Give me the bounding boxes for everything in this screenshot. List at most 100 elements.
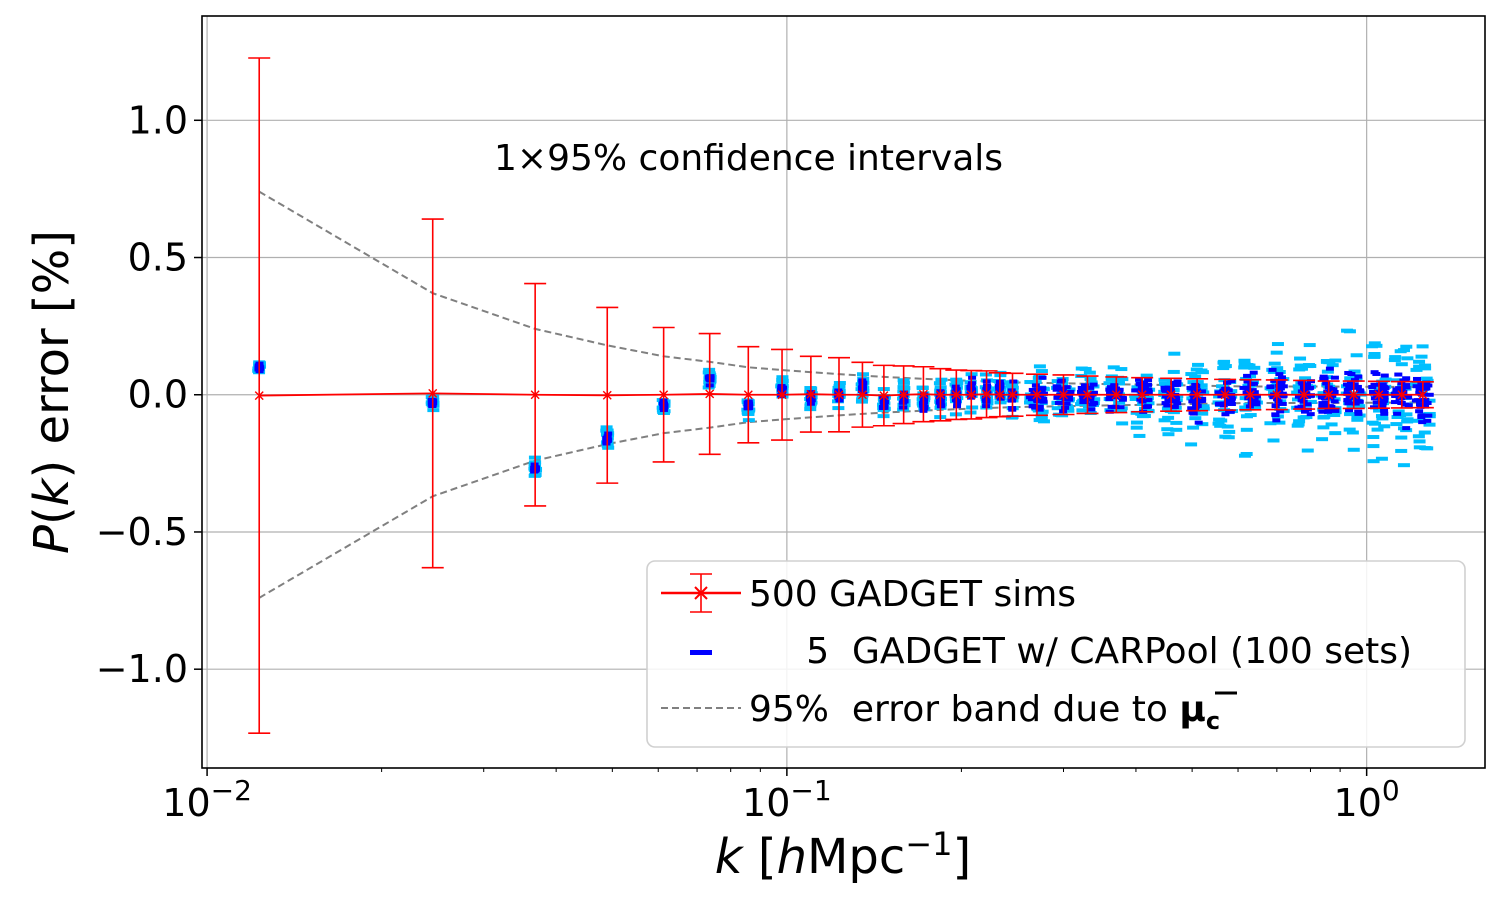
carpool-outer-mark: [1215, 418, 1228, 423]
sims-point: [1032, 390, 1042, 400]
carpool-inner-mark: [1271, 412, 1280, 417]
sims-point: [1324, 390, 1334, 400]
carpool-outer-mark: [1219, 364, 1232, 369]
carpool-inner-mark: [1087, 407, 1096, 412]
carpool-inner-mark: [1411, 398, 1420, 403]
carpool-outer-mark: [1412, 434, 1425, 439]
carpool-inner-mark: [1391, 393, 1400, 398]
carpool-inner-mark: [1415, 387, 1424, 392]
carpool-inner-mark: [1031, 383, 1040, 388]
carpool-outer-mark: [1131, 385, 1144, 390]
carpool-inner-mark: [1390, 400, 1399, 405]
carpool-inner-mark: [1062, 401, 1071, 406]
carpool-outer-mark: [951, 379, 964, 384]
carpool-outer-mark: [1418, 430, 1431, 435]
carpool-inner-mark: [1270, 378, 1279, 383]
carpool-outer-mark: [1129, 393, 1142, 398]
carpool-inner-mark: [1373, 389, 1382, 394]
carpool-outer-mark: [1062, 408, 1075, 413]
carpool-outer-mark: [1379, 377, 1392, 382]
carpool-outer-mark: [1329, 431, 1342, 436]
carpool-inner-mark: [1077, 385, 1086, 390]
carpool-outer-mark: [1240, 427, 1253, 432]
carpool-inner-mark: [1187, 406, 1196, 411]
carpool-inner-mark: [1323, 389, 1332, 394]
carpool-inner-mark: [1328, 393, 1337, 398]
carpool-inner-mark: [1134, 388, 1143, 393]
carpool-inner-mark: [1244, 396, 1253, 401]
carpool-outer-mark: [1138, 414, 1151, 419]
carpool-inner-mark: [1422, 386, 1431, 391]
carpool-outer-mark: [1137, 401, 1150, 406]
carpool-outer-mark: [1366, 344, 1379, 349]
carpool-outer-mark: [1294, 363, 1307, 368]
carpool-inner-mark: [1276, 409, 1285, 414]
carpool-outer-mark: [1413, 439, 1426, 444]
carpool-inner-mark: [1266, 385, 1275, 390]
x-tick-label: 10−1: [742, 774, 832, 825]
carpool-inner-mark: [1061, 405, 1070, 410]
carpool-inner-mark: [1079, 388, 1088, 393]
carpool-inner-mark: [1393, 411, 1402, 416]
carpool-inner-mark: [1394, 372, 1403, 377]
carpool-inner-mark: [1418, 420, 1427, 425]
carpool-inner-mark: [1353, 399, 1362, 404]
sims-point: [1137, 390, 1147, 400]
carpool-inner-mark: [1354, 374, 1363, 379]
y-axis-label: P(k) error [%]: [24, 230, 80, 554]
carpool-inner-mark: [1143, 389, 1152, 394]
carpool-outer-mark: [1294, 407, 1307, 412]
carpool-inner-mark: [1223, 380, 1232, 385]
carpool-outer-mark: [1366, 420, 1379, 425]
carpool-outer-mark: [1413, 445, 1426, 450]
carpool-inner-mark: [1221, 412, 1230, 417]
carpool-inner-mark: [1089, 382, 1098, 387]
sims-point: [1192, 390, 1202, 400]
carpool-outer-mark: [1196, 370, 1209, 375]
carpool-inner-mark: [1392, 389, 1401, 394]
carpool-inner-mark: [1303, 402, 1312, 407]
sims-point: [659, 390, 669, 400]
annotation-text: 1×95% confidence intervals: [494, 138, 1003, 179]
carpool-outer-mark: [1085, 380, 1098, 385]
carpool-outer-mark: [1084, 376, 1097, 381]
carpool-inner-mark: [968, 375, 977, 380]
sims-point: [1374, 390, 1384, 400]
sims-point: [1397, 390, 1407, 400]
carpool-inner-mark: [1416, 402, 1425, 407]
carpool-outer-mark: [1346, 403, 1359, 408]
carpool-inner-mark: [1194, 420, 1203, 425]
carpool-inner-mark: [1052, 387, 1061, 392]
carpool-inner-mark: [1144, 404, 1153, 409]
carpool-outer-mark: [1410, 367, 1423, 372]
carpool-outer-mark: [1196, 405, 1209, 410]
carpool-outer-mark: [1411, 418, 1424, 423]
carpool-inner-mark: [1294, 405, 1303, 410]
carpool-inner-mark: [1399, 378, 1408, 383]
carpool-outer-mark: [1351, 417, 1364, 422]
carpool-inner-mark: [1080, 383, 1089, 388]
carpool-outer-mark: [1391, 378, 1404, 383]
carpool-outer-mark: [1329, 358, 1342, 363]
carpool-inner-mark: [1169, 397, 1178, 402]
carpool-outer-mark: [1189, 374, 1202, 379]
carpool-outer-mark: [1347, 447, 1360, 452]
carpool-inner-mark: [1379, 384, 1388, 389]
carpool-inner-mark: [1080, 399, 1089, 404]
sims-point: [995, 390, 1005, 400]
carpool-inner-mark: [1227, 401, 1236, 406]
legend-sims-label: 500 GADGET sims: [749, 574, 1076, 615]
carpool-inner-mark: [1116, 405, 1125, 410]
carpool-outer-mark: [1238, 365, 1251, 370]
carpool-inner-mark: [1402, 376, 1411, 381]
carpool-outer-mark: [1328, 397, 1341, 402]
carpool-inner-mark: [1324, 408, 1333, 413]
carpool-outer-mark: [1368, 341, 1381, 346]
carpool-inner-mark: [1226, 409, 1235, 414]
carpool-inner-mark: [1053, 385, 1062, 390]
carpool-inner-mark: [1372, 400, 1381, 405]
carpool-outer-mark: [1051, 406, 1064, 411]
carpool-outer-mark: [1413, 364, 1426, 369]
carpool-inner-mark: [1351, 401, 1360, 406]
